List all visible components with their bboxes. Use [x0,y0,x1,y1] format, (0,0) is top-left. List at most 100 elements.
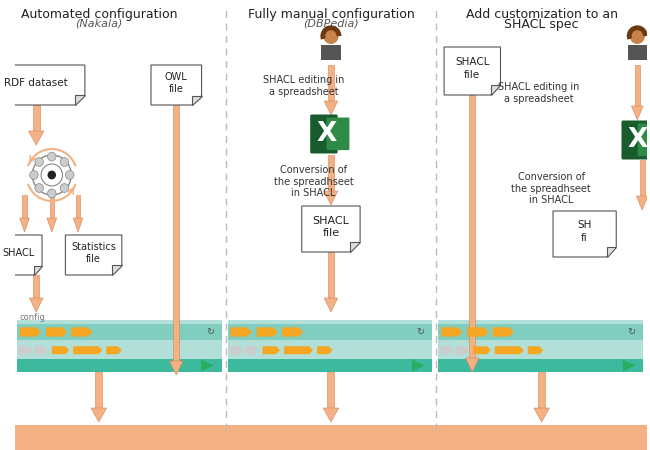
Polygon shape [412,360,424,372]
Polygon shape [19,346,32,354]
FancyBboxPatch shape [17,343,222,357]
Polygon shape [72,327,93,337]
Circle shape [47,152,56,161]
Circle shape [47,171,56,180]
FancyBboxPatch shape [17,320,222,372]
Polygon shape [112,265,122,275]
Polygon shape [473,346,491,354]
Polygon shape [20,327,41,337]
Text: Conversion of
the spreadhseet
in SHACL: Conversion of the spreadhseet in SHACL [274,165,354,198]
Polygon shape [444,47,500,95]
FancyBboxPatch shape [438,359,643,372]
Polygon shape [282,327,304,337]
Text: ↻: ↻ [206,327,214,337]
Polygon shape [440,346,454,354]
Polygon shape [20,218,29,232]
Polygon shape [34,346,48,354]
Polygon shape [66,235,122,275]
Text: SHACL editing in
a spreadsheet: SHACL editing in a spreadsheet [498,82,579,104]
Polygon shape [32,105,40,131]
Polygon shape [76,195,80,218]
Polygon shape [49,195,54,218]
FancyBboxPatch shape [15,425,647,450]
Polygon shape [465,358,479,372]
Polygon shape [350,242,360,252]
FancyBboxPatch shape [326,117,350,150]
Polygon shape [456,346,469,354]
FancyBboxPatch shape [17,359,222,372]
Text: Fully manual configuration: Fully manual configuration [248,8,414,21]
Polygon shape [263,346,280,354]
Polygon shape [634,65,640,106]
FancyBboxPatch shape [227,320,432,372]
Text: SHACL: SHACL [3,248,35,258]
FancyBboxPatch shape [227,343,432,357]
Text: SHACL
file: SHACL file [455,58,489,80]
FancyBboxPatch shape [438,343,643,357]
Polygon shape [328,252,334,298]
Circle shape [35,158,44,166]
Circle shape [60,158,69,166]
Text: SHACL spec: SHACL spec [504,18,579,31]
Polygon shape [606,247,616,257]
Polygon shape [173,105,179,361]
Polygon shape [302,206,360,252]
FancyBboxPatch shape [438,320,643,372]
Polygon shape [627,45,647,60]
Polygon shape [170,361,183,375]
Polygon shape [553,211,616,257]
Polygon shape [73,346,102,354]
Polygon shape [106,346,122,354]
Circle shape [30,171,38,180]
Polygon shape [441,327,463,337]
Polygon shape [0,65,85,105]
Polygon shape [636,196,648,210]
Circle shape [323,28,339,44]
Polygon shape [29,131,44,145]
Text: ↻: ↻ [417,327,425,337]
Polygon shape [467,327,489,337]
Text: SHACL editing in
a spreadsheet: SHACL editing in a spreadsheet [263,75,344,97]
Polygon shape [257,327,278,337]
Circle shape [47,189,56,198]
Polygon shape [640,160,645,196]
Text: Automated configuration: Automated configuration [21,8,177,21]
FancyBboxPatch shape [621,121,649,159]
Polygon shape [34,266,42,275]
Polygon shape [495,346,524,354]
Polygon shape [0,235,42,275]
Polygon shape [284,346,313,354]
Circle shape [41,164,62,186]
FancyBboxPatch shape [227,324,432,340]
Text: Statistics
file: Statistics file [71,242,116,264]
Text: RDF dataset: RDF dataset [5,78,68,88]
Polygon shape [317,346,333,354]
Text: (Nakala): (Nakala) [75,18,122,28]
Polygon shape [52,346,70,354]
Polygon shape [491,85,500,95]
Polygon shape [151,65,202,105]
Circle shape [32,155,72,195]
Polygon shape [91,408,107,422]
Polygon shape [73,218,83,232]
Text: X: X [317,121,337,147]
Polygon shape [29,298,43,312]
Polygon shape [623,360,635,372]
Polygon shape [328,372,335,408]
Polygon shape [230,327,252,337]
Polygon shape [324,298,338,312]
Circle shape [60,184,69,193]
Polygon shape [33,275,39,298]
Polygon shape [323,408,339,422]
Polygon shape [324,191,338,205]
FancyBboxPatch shape [638,123,650,156]
Polygon shape [328,155,334,191]
Polygon shape [469,95,475,358]
Text: OWL
file: OWL file [165,72,188,94]
Text: X: X [628,127,648,153]
Polygon shape [534,408,549,422]
Polygon shape [321,45,341,60]
Text: (DBPedia): (DBPedia) [303,18,359,28]
Polygon shape [328,65,334,101]
Polygon shape [229,346,243,354]
